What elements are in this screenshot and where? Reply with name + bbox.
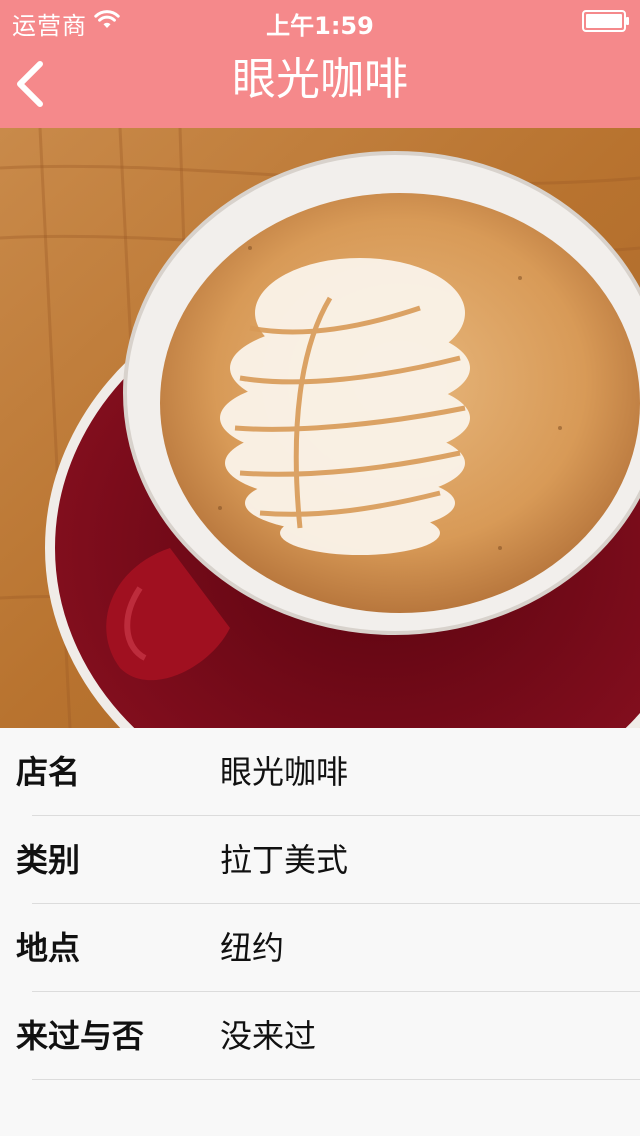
latte-art-photo (0, 128, 640, 728)
page-title: 眼光咖啡 (232, 54, 408, 105)
field-value: 眼光咖啡 (220, 753, 349, 791)
top-bar: 运营商 上午1:59 眼光咖啡 (0, 0, 640, 128)
detail-row-category: 类别 拉丁美式 (0, 816, 640, 904)
wifi-icon (94, 10, 120, 28)
battery-icon (582, 10, 629, 32)
field-label: 类别 (16, 841, 81, 879)
field-label: 店名 (16, 753, 81, 791)
detail-list: 店名 眼光咖啡 类别 拉丁美式 地点 纽约 来过与否 没来过 (0, 728, 640, 1080)
status-time: 上午1:59 (266, 12, 374, 40)
row-divider (32, 903, 640, 904)
status-bar: 运营商 上午1:59 (0, 0, 640, 40)
navigation-bar: 眼光咖啡 (0, 40, 640, 128)
row-divider (32, 991, 640, 992)
field-label: 来过与否 (16, 1017, 145, 1055)
carrier-label: 运营商 (12, 12, 87, 40)
field-value: 纽约 (220, 929, 285, 967)
detail-row-name: 店名 眼光咖啡 (0, 728, 640, 816)
field-label: 地点 (16, 929, 81, 967)
back-chevron-icon[interactable] (10, 58, 54, 110)
detail-row-location: 地点 纽约 (0, 904, 640, 992)
row-divider (32, 1079, 640, 1080)
detail-row-visited: 来过与否 没来过 (0, 992, 640, 1080)
field-value: 没来过 (220, 1017, 317, 1055)
row-divider (32, 815, 640, 816)
field-value: 拉丁美式 (220, 841, 349, 879)
